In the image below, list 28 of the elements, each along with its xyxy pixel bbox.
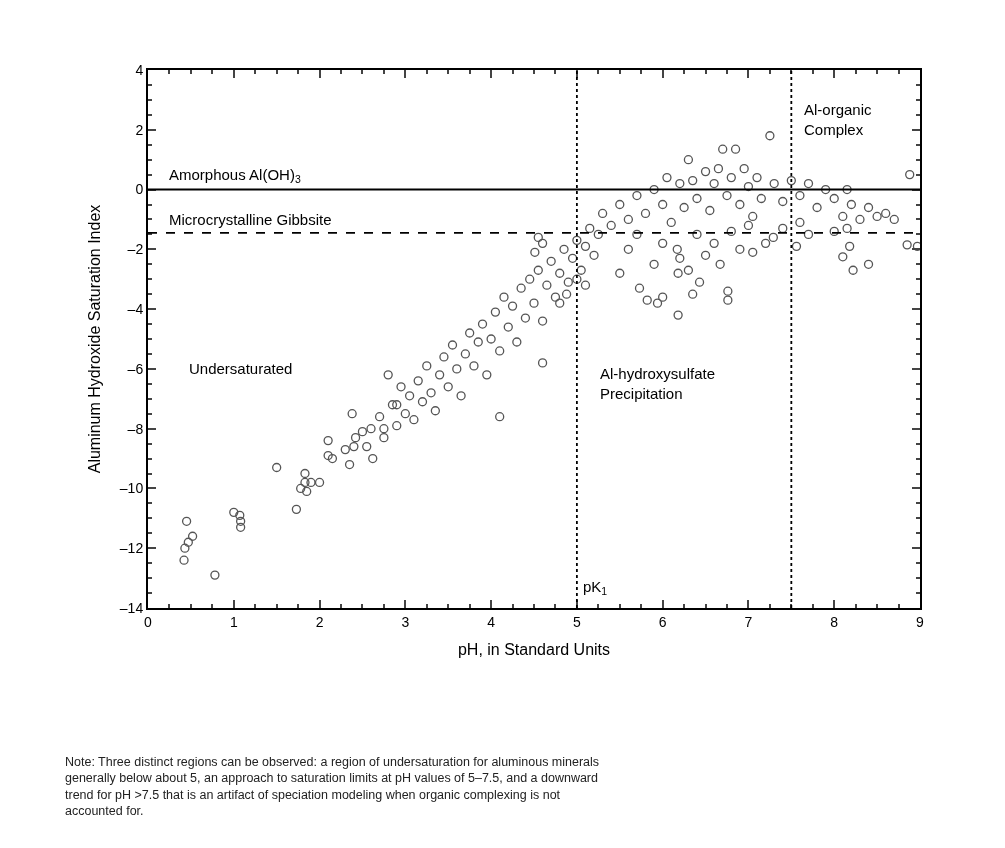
- x-tick-label: 3: [401, 613, 410, 630]
- y-tick-label: –10: [119, 480, 144, 497]
- x-tick-label: 8: [830, 613, 839, 630]
- y-tick-label: –8: [127, 420, 144, 437]
- x-tick-label: 7: [744, 613, 753, 630]
- ref-line-label: pK$_{1}$: [583, 578, 608, 598]
- ref-line-label: Microcrystalline Gibbsite: [169, 211, 332, 228]
- x-tick-label: 5: [572, 613, 581, 630]
- y-axis-title: Aluminum Hydroxide Saturation Index: [86, 204, 104, 474]
- y-tick-label: 0: [135, 181, 144, 198]
- y-tick-label: –4: [127, 301, 144, 318]
- y-tick-label: –2: [127, 241, 144, 258]
- y-tick-label: 4: [135, 61, 144, 78]
- y-tick-label: –14: [119, 599, 144, 616]
- x-tick-label: 2: [315, 613, 324, 630]
- x-tick-label: 4: [487, 613, 496, 630]
- annotation: Al-hydroxysulfate Precipitation: [600, 365, 716, 402]
- x-axis-title: pH, in Standard Units: [457, 641, 611, 658]
- x-tick-label: 6: [658, 613, 667, 630]
- annotation: Al-organic Complex: [804, 101, 873, 138]
- y-tick-label: –12: [119, 540, 144, 557]
- ref-line-label: Amorphous Al(OH)$_{3}$: [169, 166, 301, 186]
- y-tick-label: –6: [127, 360, 144, 377]
- x-tick-label: 1: [229, 613, 238, 630]
- x-tick-label: 9: [916, 613, 925, 630]
- text: Note: Three distinct regions can be observed: a region of undersaturation for aluminous minerals generally below about 5, an approach to saturation limits at pH values of 5–7.5, and a downward trend for pH >7.5 that is an artifact of speciation modeling when organic complexing is not accounted for.: [65, 755, 600, 818]
- y-tick-label: 2: [135, 121, 144, 138]
- annotation: Undersaturated: [189, 360, 293, 377]
